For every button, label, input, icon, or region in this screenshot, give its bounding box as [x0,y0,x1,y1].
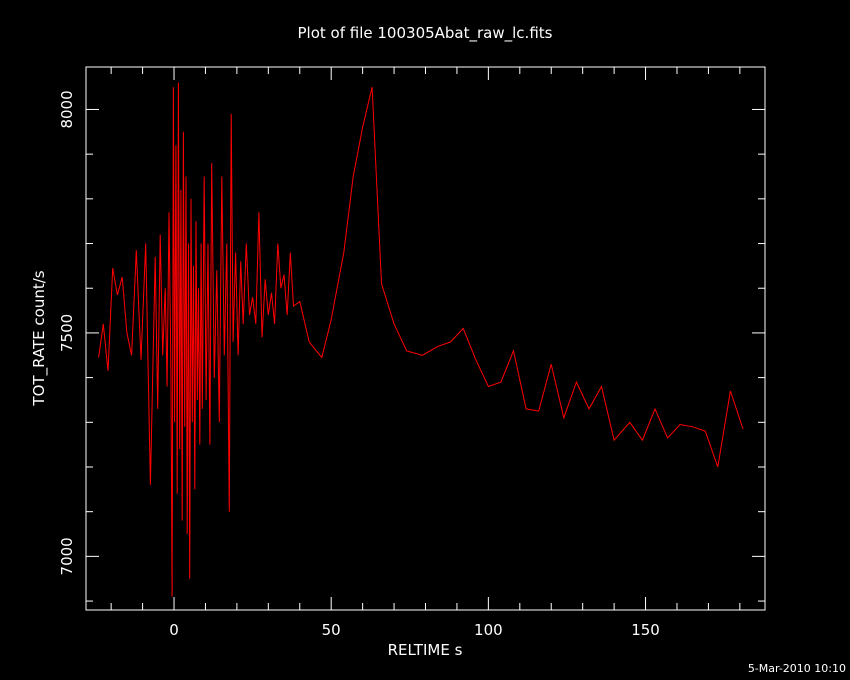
x-tick-label: 150 [631,621,660,639]
timestamp-label: 5-Mar-2010 10:10 [748,662,846,675]
series-group [98,82,744,597]
series-line [98,82,744,597]
x-tick-label: 0 [169,621,179,639]
chart-title: Plot of file 100305Abat_raw_lc.fits [298,24,553,43]
x-tick-label: 100 [474,621,503,639]
axis-ticks [86,67,765,610]
y-tick-label: 7500 [58,314,76,352]
y-tick-label: 7000 [58,537,76,575]
y-axis-label: TOT_RATE count/s [30,270,49,406]
x-tick-label: 50 [322,621,341,639]
tick-labels: 0 50 100 150 7000 7500 8000 [58,90,660,639]
y-tick-label: 8000 [58,90,76,128]
x-axis-label: RELTIME s [388,641,463,659]
